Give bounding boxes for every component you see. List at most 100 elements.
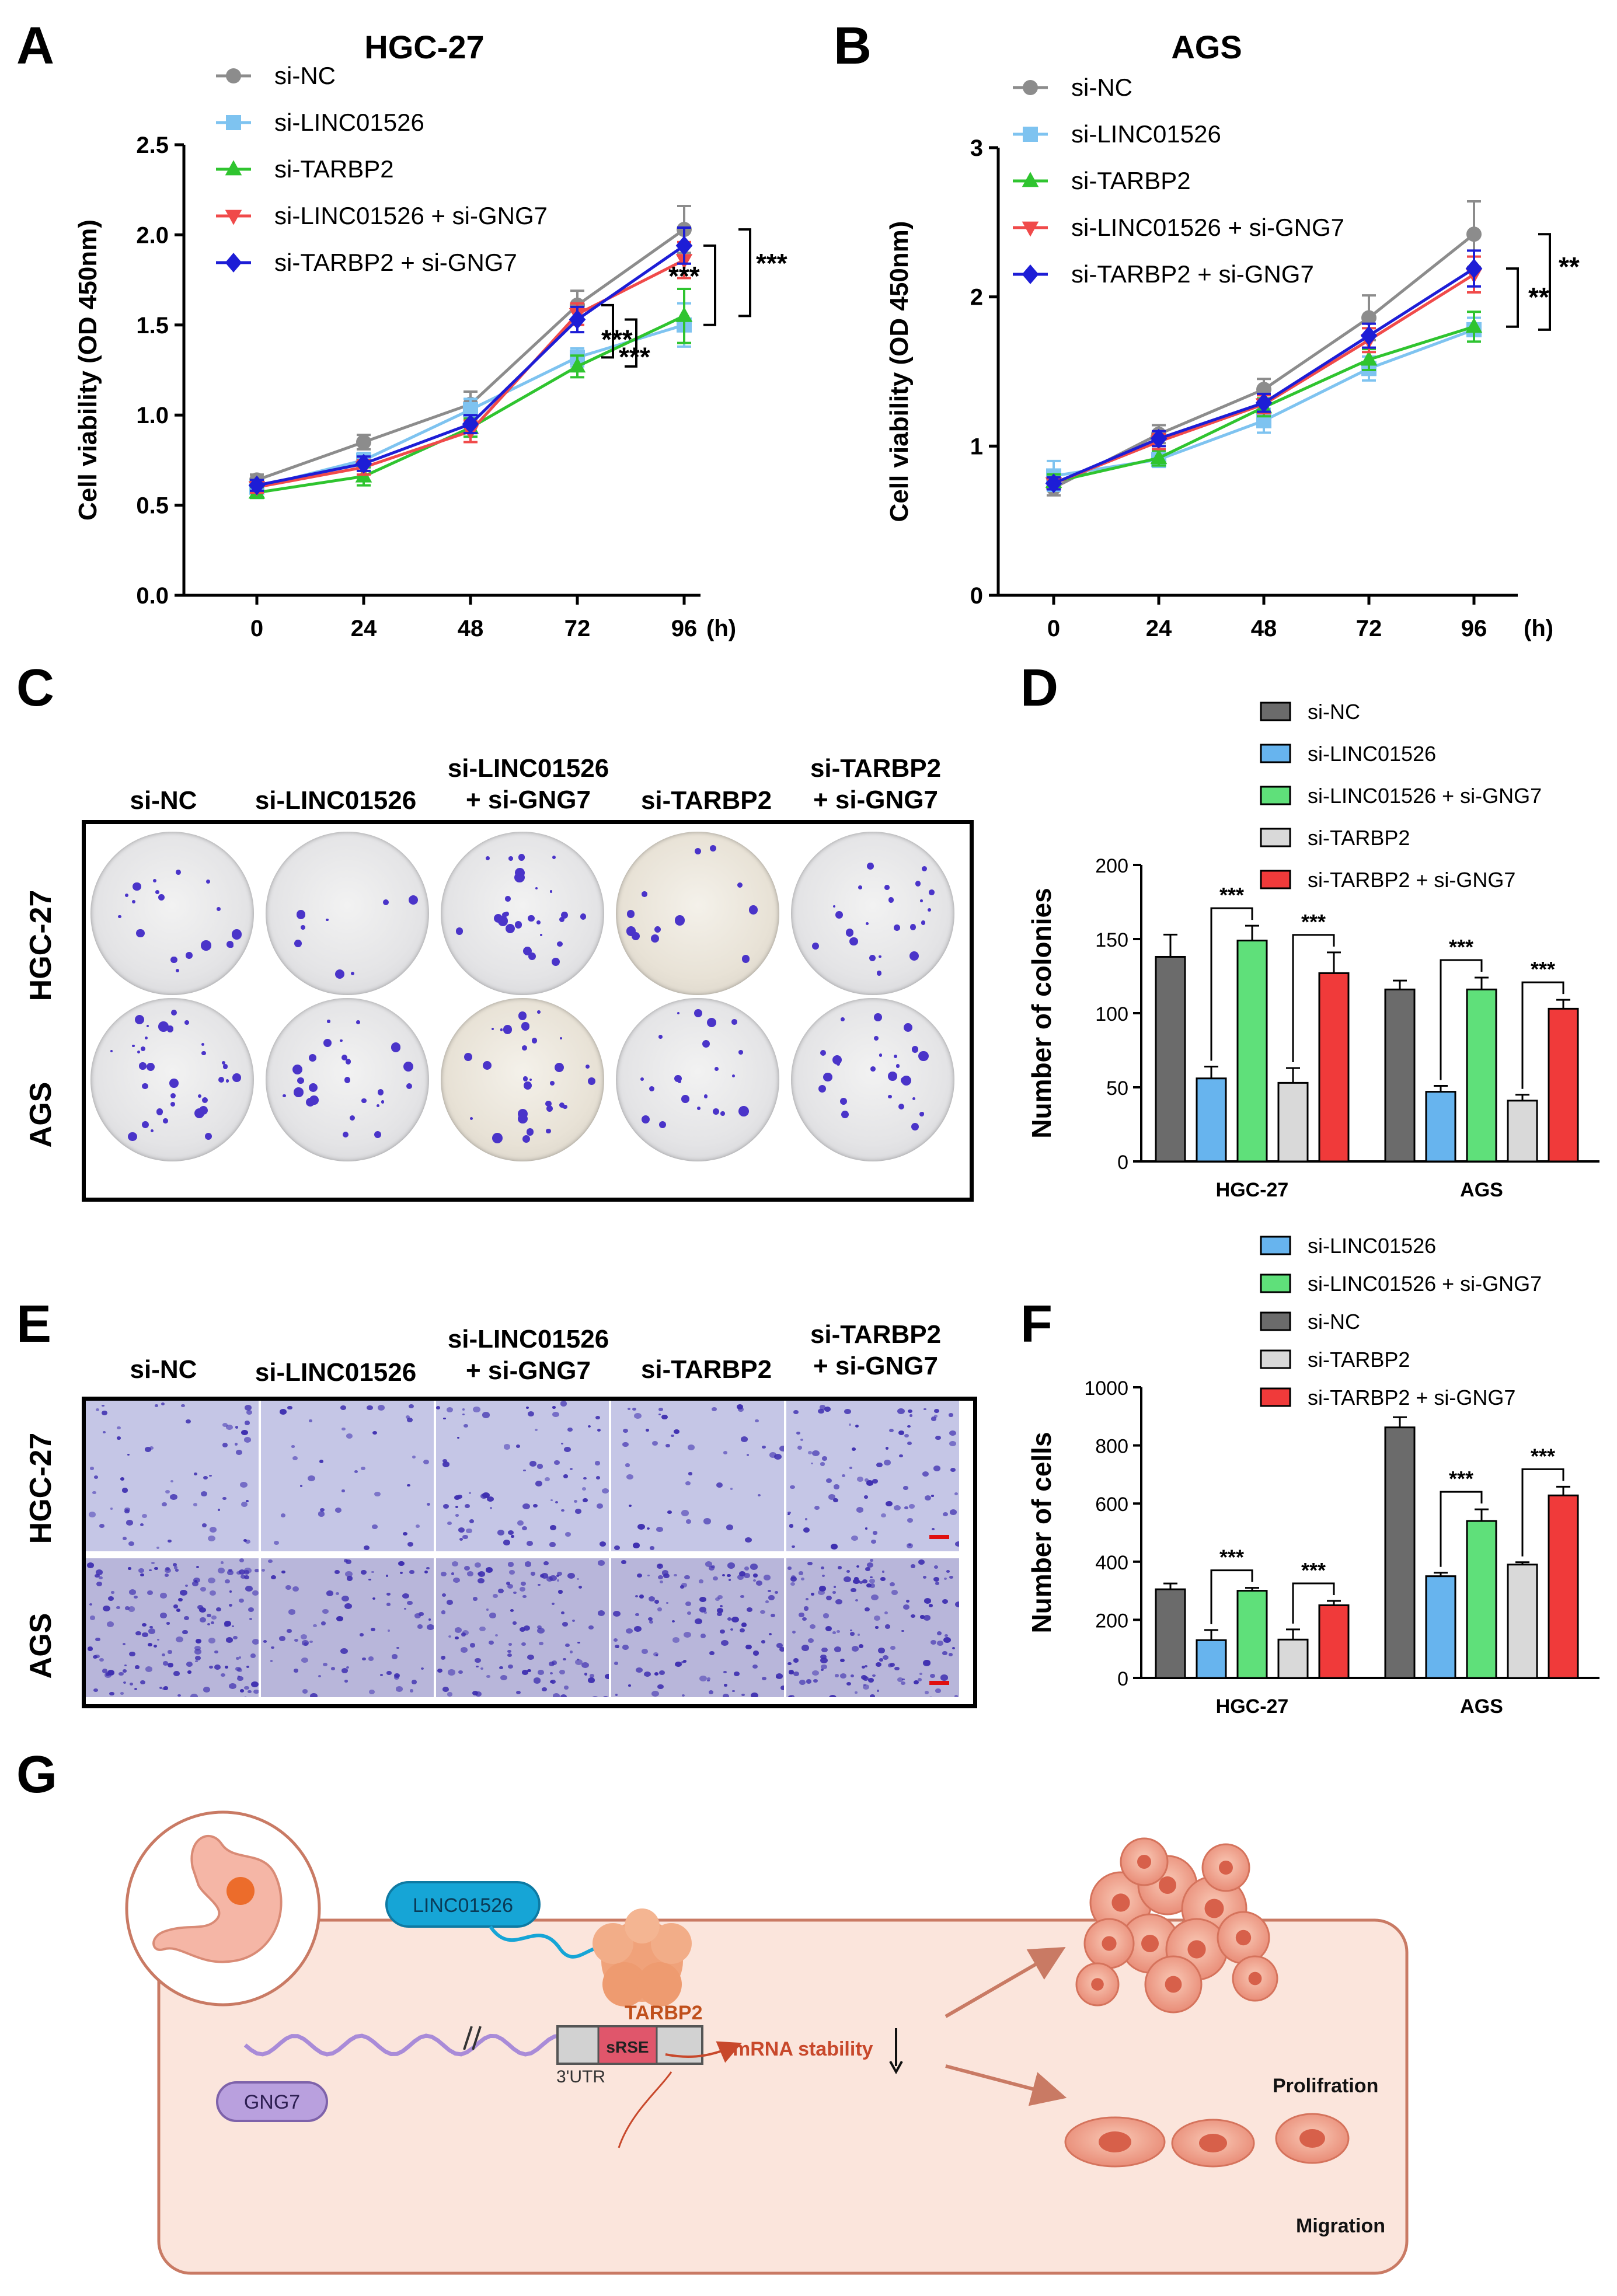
colony-spot [403, 1061, 414, 1072]
colony-spot [170, 957, 177, 964]
cell-spot [814, 1505, 820, 1510]
cell-spot [687, 1611, 692, 1615]
colony-spot [879, 1053, 883, 1057]
cell-spot [712, 1576, 719, 1581]
cell-spot [907, 1518, 914, 1523]
x-tick-label: 72 [564, 616, 591, 641]
colony-spot [536, 920, 541, 924]
cell-spot [89, 1603, 93, 1606]
colony-spot [409, 895, 419, 905]
cell-spot [245, 1539, 251, 1544]
colony-dish [791, 998, 954, 1161]
gng7-label: GNG7 [244, 2091, 300, 2113]
cell-spot [154, 1567, 158, 1571]
cell-spot [753, 1573, 758, 1578]
cell-spot [885, 1447, 889, 1450]
colony-spot [554, 1063, 564, 1073]
data-point-si-tarbp2-si-gng7 [569, 309, 586, 330]
cell-spot [244, 1437, 252, 1443]
colony-spot [545, 1100, 552, 1107]
cell-spot [119, 1672, 124, 1676]
cell-spot [210, 1526, 217, 1533]
cell-spot [508, 1570, 515, 1575]
stability-arrow [665, 2041, 743, 2063]
cell-spot [111, 1591, 114, 1594]
colony-spot [217, 907, 221, 912]
cell-spot [427, 1503, 431, 1506]
cell-spot [86, 1562, 95, 1568]
cell-spot [220, 1561, 224, 1564]
bar-si-linc01526-hgc-27 [1196, 1077, 1227, 1163]
cell-spot [134, 1687, 137, 1690]
cell-spot [508, 1643, 513, 1646]
cell-spot [285, 1585, 292, 1590]
colony-spot [502, 912, 508, 917]
cell-spot [740, 1436, 748, 1442]
cell-spot [846, 1681, 852, 1686]
cell-spot [647, 1527, 650, 1530]
colony-spot [529, 1078, 532, 1081]
cell-spot [577, 1641, 580, 1644]
colony-spot [901, 1075, 911, 1086]
cell-spot [550, 1525, 556, 1530]
cell-spot [494, 1634, 499, 1637]
cell-spot [849, 1629, 852, 1632]
cell-spot [909, 1504, 915, 1509]
cell-spot [671, 1620, 675, 1623]
colony-spot [155, 890, 160, 895]
cell-spot [497, 1530, 504, 1536]
cell-spot [629, 1505, 632, 1508]
cell-spot [637, 1524, 646, 1530]
colony-spot [201, 1051, 206, 1056]
colony-spot [292, 1064, 303, 1074]
cell-spot [824, 1407, 831, 1412]
cell-spot [869, 1578, 876, 1583]
cell-spot [270, 1660, 273, 1662]
cell-spot [467, 1571, 474, 1577]
cell-spot [846, 1569, 850, 1573]
cell-spot [250, 1681, 259, 1687]
cell-spot [165, 1573, 169, 1578]
colony-spot [549, 890, 553, 893]
cell-spot [765, 1600, 769, 1604]
cell-spot [937, 1641, 944, 1646]
colony-spot [918, 1051, 929, 1062]
data-point-si-tarbp2 [1360, 350, 1378, 366]
cell-spot [493, 1593, 498, 1598]
significance-bracket [703, 244, 716, 326]
cell-spot [736, 1404, 743, 1409]
cell-spot [699, 1675, 708, 1681]
cell-spot [739, 1628, 745, 1632]
colony-spot [559, 916, 564, 922]
tumor-cell-nucleus [1102, 1936, 1117, 1951]
cell-spot [203, 1686, 211, 1693]
legend-label-si-tarbp2-si-gng7: si-TARBP2 + si-GNG7 [274, 249, 517, 276]
cell-spot [936, 1631, 942, 1635]
colony-spot [818, 1084, 827, 1093]
cell-spot [762, 1445, 766, 1449]
cell-spot [771, 1613, 776, 1617]
colony-spot [146, 1025, 149, 1028]
cell-spot [510, 1609, 514, 1612]
cell-spot [110, 1508, 113, 1510]
tumor-cell-nucleus [1235, 1929, 1252, 1946]
cell-spot [589, 1674, 595, 1679]
cell-spot [849, 1467, 852, 1469]
transwell-micrograph [261, 1401, 434, 1551]
cell-spot [732, 1690, 735, 1693]
cell-spot [475, 1665, 479, 1668]
cell-spot [500, 1674, 507, 1680]
cell-spot [331, 1667, 336, 1671]
cell-spot [587, 1677, 595, 1683]
cell-spot [649, 1620, 654, 1624]
cell-spot [579, 1585, 583, 1589]
cell-spot [802, 1617, 807, 1621]
cell-spot [707, 1677, 711, 1681]
cell-spot [192, 1581, 199, 1586]
row-label-hgc27-e: HGC-27 [24, 1432, 58, 1544]
colony-spot [737, 882, 743, 888]
legend-label-si-linc01526: si-LINC01526 [274, 109, 424, 136]
cell-spot [855, 1599, 858, 1602]
cell-spot [800, 1439, 803, 1442]
cell-spot [172, 1562, 177, 1566]
